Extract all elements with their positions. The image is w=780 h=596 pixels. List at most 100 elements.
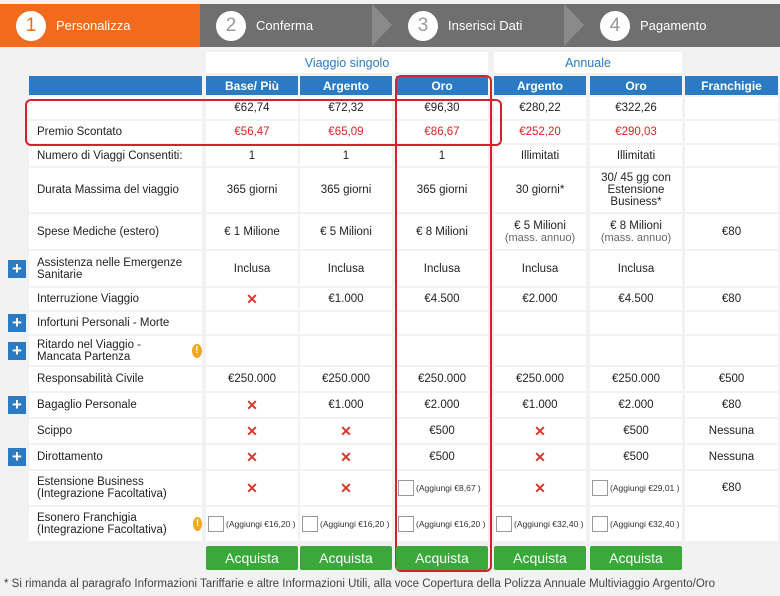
buy-button[interactable]: Acquista	[396, 546, 488, 570]
cell-value: Nessuna	[709, 451, 754, 463]
table-cell: ✕	[494, 471, 586, 505]
cell-value: €2.000	[522, 293, 557, 305]
cell-text: €2.000	[424, 399, 460, 411]
cell-value: 365 giorni	[417, 184, 468, 196]
table-cell: (Aggiungi €8,67 )	[396, 471, 488, 505]
table-cell	[590, 312, 682, 334]
table-cell: Inclusa	[206, 251, 298, 286]
addon-checkbox[interactable]	[592, 480, 608, 496]
table-cell: ✕	[300, 471, 392, 505]
cell-value: €96,30	[424, 102, 459, 114]
addon-price: (Aggiungi €32,40 )	[514, 519, 584, 529]
not-included-icon: ✕	[340, 480, 352, 496]
cell-value: €1.000	[328, 293, 363, 305]
cell-value: €250.000	[418, 373, 466, 385]
table-cell: €2.000	[396, 393, 488, 417]
addon-checkbox[interactable]	[398, 480, 414, 496]
table-cell: €250.000	[300, 367, 392, 391]
addon-option[interactable]: (Aggiungi €16,20 )	[302, 516, 389, 532]
buy-button[interactable]: Acquista	[300, 546, 392, 570]
addon-checkbox[interactable]	[496, 516, 512, 532]
addon-option[interactable]: (Aggiungi €8,67 )	[398, 480, 481, 496]
table-cell: Illimitati	[494, 145, 586, 166]
addon-checkbox[interactable]	[398, 516, 414, 532]
cell-text: €1.000	[328, 399, 364, 411]
addon-option[interactable]: (Aggiungi €32,40 )	[592, 516, 679, 532]
cell-value: Inclusa	[234, 263, 270, 275]
row-label-text: Dirottamento	[37, 451, 103, 463]
addon-option[interactable]: (Aggiungi €16,20 )	[398, 516, 485, 532]
table-cell: 1	[396, 145, 488, 166]
cell-text: €500	[429, 425, 455, 437]
addon-price: (Aggiungi €16,20 )	[320, 519, 390, 529]
table-cell: €86,67	[396, 121, 488, 143]
table-cell	[685, 97, 778, 119]
table-cell: ✕	[206, 419, 298, 443]
column-header: Franchigie	[685, 76, 778, 95]
table-cell	[685, 507, 778, 541]
table-cell: ✕	[494, 419, 586, 443]
table-cell	[206, 312, 298, 334]
expand-plus-icon[interactable]: +	[8, 259, 26, 278]
table-cell: (Aggiungi €32,40 )	[590, 507, 682, 541]
addon-option[interactable]: (Aggiungi €16,20 )	[208, 516, 295, 532]
buy-button[interactable]: Acquista	[494, 546, 586, 570]
header-label-cell	[29, 76, 202, 95]
cell-value: €500	[719, 373, 745, 385]
cell-value: €65,09	[328, 126, 363, 138]
info-icon[interactable]: !	[191, 343, 202, 358]
cell-value: € 8 Milioni	[416, 226, 468, 238]
cell-text: €250.000	[228, 373, 276, 385]
cell-text: Inclusa	[327, 262, 365, 275]
expand-plus-icon[interactable]: +	[8, 448, 26, 466]
cell-text: 1	[342, 149, 350, 162]
row-label	[29, 97, 202, 119]
table-cell	[396, 336, 488, 365]
table-cell: 30/ 45 gg con Estensione Business*	[590, 168, 682, 212]
cell-text: €500	[429, 451, 455, 463]
cell-value: €86,67	[424, 126, 459, 138]
step-3[interactable]: 3 Inserisci Dati	[408, 4, 522, 47]
addon-checkbox[interactable]	[208, 516, 224, 532]
buy-button[interactable]: Acquista	[206, 546, 298, 570]
cell-value: €2.000	[424, 399, 459, 411]
column-header: Argento	[300, 76, 392, 95]
buy-button[interactable]: Acquista	[590, 546, 682, 570]
expand-plus-icon[interactable]: +	[8, 396, 26, 414]
cell-text: €72,32	[328, 102, 364, 114]
addon-checkbox[interactable]	[302, 516, 318, 532]
expand-plus-icon[interactable]: +	[8, 314, 26, 332]
cell-text: €250.000	[322, 373, 370, 385]
table-cell	[206, 336, 298, 365]
addon-option[interactable]: (Aggiungi €32,40 )	[496, 516, 583, 532]
table-cell	[590, 336, 682, 365]
table-cell	[300, 336, 392, 365]
cell-text: €250.000	[516, 373, 564, 385]
table-cell	[685, 121, 778, 143]
step-2[interactable]: 2 Conferma	[216, 4, 313, 47]
addon-option[interactable]: (Aggiungi €29,01 )	[592, 480, 679, 496]
cell-value: €1.000	[328, 399, 363, 411]
oro-column-highlight	[395, 75, 492, 572]
table-cell: €80	[685, 288, 778, 310]
cell-text: €86,67	[424, 126, 460, 138]
addon-checkbox[interactable]	[592, 516, 608, 532]
table-cell: (Aggiungi €29,01 )	[590, 471, 682, 505]
step-4[interactable]: 4 Pagamento	[600, 4, 707, 47]
cell-value: €252,20	[519, 126, 561, 138]
table-cell: ✕	[206, 445, 298, 469]
row-label-text: Numero di Viaggi Consentiti:	[37, 149, 183, 162]
cell-value: €80	[722, 226, 741, 238]
step-arrow	[372, 4, 392, 46]
row-label: Responsabilità Civile	[29, 367, 202, 391]
table-cell	[396, 312, 488, 334]
table-cell	[494, 312, 586, 334]
info-icon[interactable]: !	[192, 517, 202, 531]
cell-value: €56,47	[234, 126, 269, 138]
expand-plus-icon[interactable]: +	[8, 341, 26, 360]
step-1[interactable]: 1 Personalizza	[16, 4, 130, 47]
addon-price: (Aggiungi €8,67 )	[416, 483, 481, 493]
table-cell: Nessuna	[685, 445, 778, 469]
table-cell: Nessuna	[685, 419, 778, 443]
